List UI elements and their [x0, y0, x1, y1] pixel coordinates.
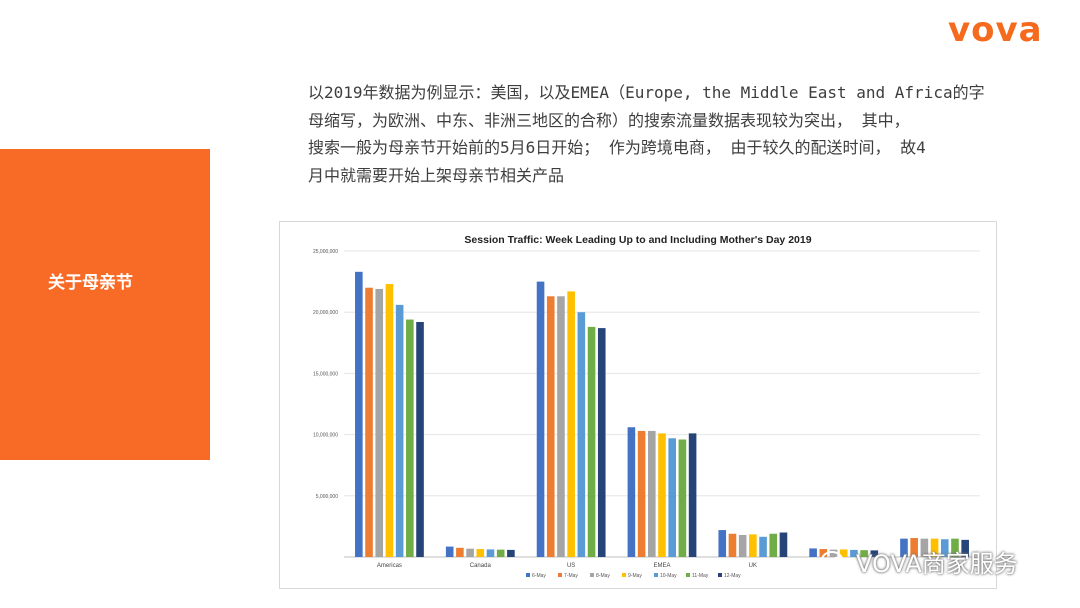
y-tick-label: 5,000,000 [316, 494, 338, 500]
bar [365, 287, 373, 557]
watermark-text: VOVA商家服务 [856, 550, 1018, 578]
wechat-icon [820, 550, 850, 574]
bar [809, 548, 817, 557]
bar [940, 539, 949, 557]
bar [779, 532, 788, 557]
x-tick-label: Canada [470, 563, 492, 569]
y-tick-label: 15,000,000 [313, 371, 338, 377]
x-tick-label: US [567, 563, 575, 569]
bar [637, 430, 646, 557]
legend-swatch [590, 573, 594, 577]
bar [920, 538, 929, 557]
bar [910, 538, 918, 557]
bar [961, 539, 969, 557]
bar [951, 538, 959, 557]
bar [839, 549, 848, 557]
bar [678, 439, 687, 557]
description-text: 以2019年数据为例显示：美国，以及EMEA（Europe, the Middl… [308, 79, 1028, 189]
x-tick-label: Americas [377, 563, 402, 569]
bar [406, 319, 414, 557]
x-tick-label: UK [749, 563, 757, 569]
bar [567, 291, 575, 557]
bar [557, 296, 565, 557]
bar [486, 549, 495, 557]
legend-label: 10-May [660, 573, 677, 579]
bar [496, 549, 505, 557]
bar [728, 533, 737, 557]
y-tick-label: 10,000,000 [313, 433, 338, 439]
bar [769, 533, 778, 557]
section-title: 关于母亲节 [48, 273, 133, 293]
bar [829, 549, 838, 557]
bar [648, 430, 656, 557]
chart-frame: Session Traffic: Week Leading Up to and … [279, 221, 997, 589]
description-line: 搜索一般为母亲节开始前的5月6日开始； 作为跨境电商， 由于较久的配送时间， 故… [308, 138, 926, 157]
bar [930, 538, 939, 557]
description-line: 月中就需要开始上架母亲节相关产品 [308, 165, 565, 185]
x-tick-label: EMEA [653, 563, 670, 569]
bar [759, 536, 767, 557]
legend-label: 7-May [564, 573, 578, 579]
legend-label: 9-May [628, 573, 642, 579]
legend-label: 6-May [532, 573, 546, 579]
bar [749, 534, 757, 557]
description-line: 以2019年数据为例显示：美国，以及EMEA（Europe, the Middl… [308, 83, 985, 102]
bar [355, 271, 363, 557]
wechat-watermark: VOVA商家服务 [820, 544, 1018, 579]
bar [597, 328, 606, 557]
legend-swatch [526, 573, 530, 577]
bar [627, 427, 636, 557]
bar [536, 281, 545, 557]
description-line: 母缩写，为欧洲、中东、非洲三地区的合称）的搜索流量数据表现较为突出， 其中， [308, 110, 910, 130]
bar [416, 321, 424, 557]
session-traffic-chart: Session Traffic: Week Leading Up to and … [313, 234, 980, 579]
legend-label: 11-May [692, 573, 709, 579]
legend-swatch [622, 573, 626, 577]
legend-swatch [558, 573, 562, 577]
bar [456, 547, 464, 557]
bar [738, 534, 747, 557]
legend-swatch [654, 573, 658, 577]
bar [819, 549, 828, 557]
bar [718, 530, 727, 557]
chart-title: Session Traffic: Week Leading Up to and … [464, 234, 811, 246]
y-tick-label: 25,000,000 [313, 249, 338, 255]
bar [476, 549, 485, 557]
bar [668, 438, 676, 557]
vova-logo: vova [948, 10, 1043, 50]
bar [850, 549, 858, 557]
legend-label: 12-May [724, 573, 741, 579]
bar [445, 546, 454, 557]
bar [385, 284, 394, 557]
bar [466, 548, 474, 557]
bar [507, 549, 515, 557]
bar [546, 296, 555, 557]
y-tick-label: 20,000,000 [313, 310, 338, 316]
legend-swatch [686, 573, 690, 577]
bar [375, 288, 384, 557]
bar [395, 304, 404, 557]
legend-swatch [718, 573, 722, 577]
legend-label: 8-May [596, 573, 610, 579]
bar [870, 550, 879, 557]
bar [900, 538, 908, 557]
bar [688, 433, 697, 557]
bar [587, 326, 596, 557]
section-banner [0, 149, 210, 460]
bar [860, 550, 868, 557]
bar [658, 433, 666, 557]
bar [577, 312, 586, 557]
